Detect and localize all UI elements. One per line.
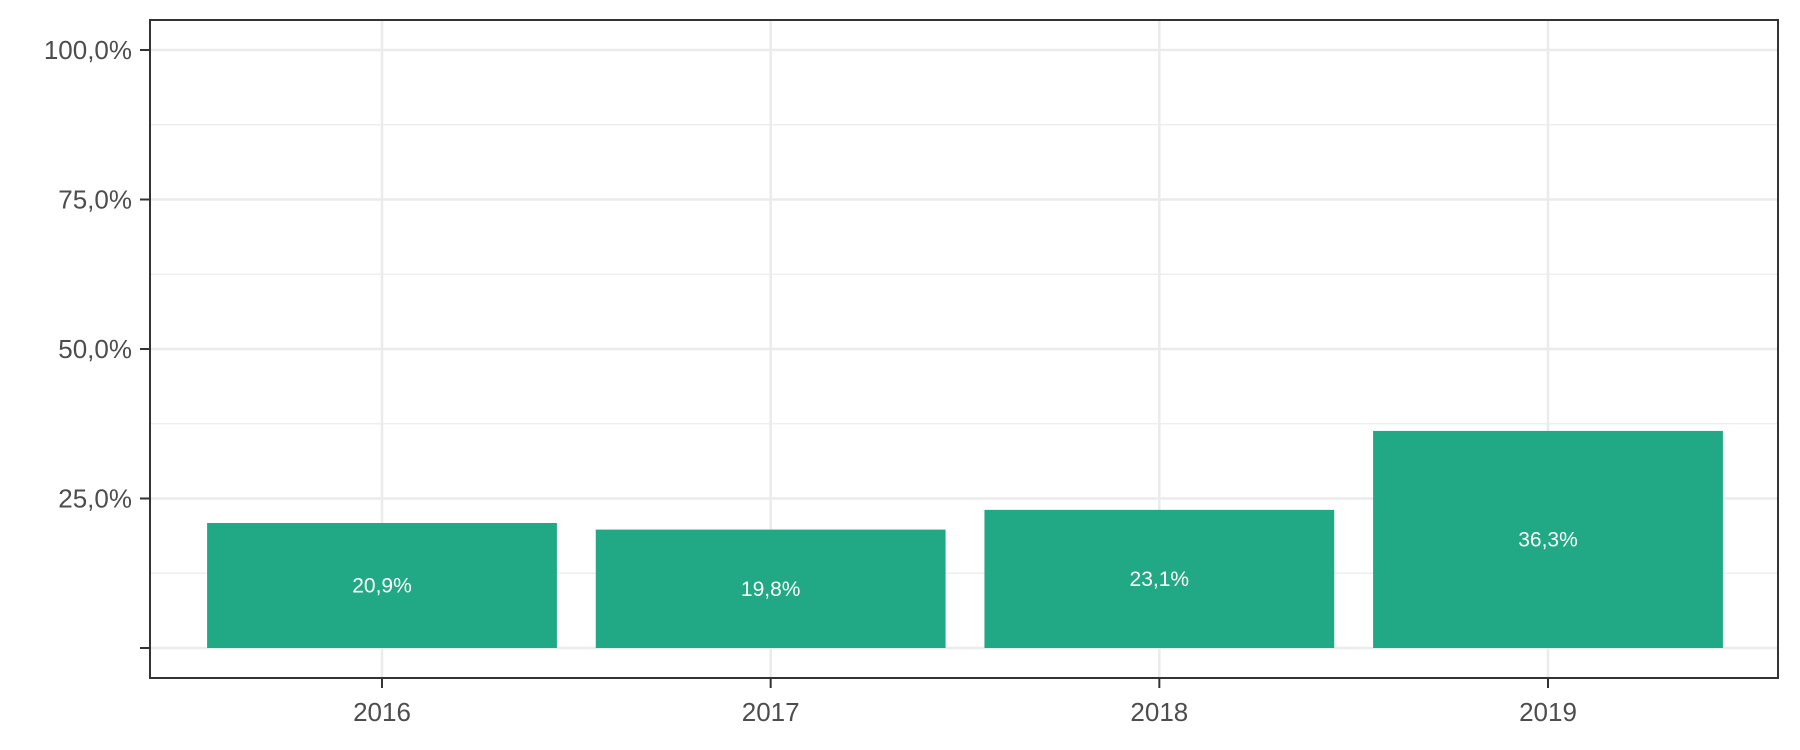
y-tick-label: 25,0% xyxy=(58,484,132,514)
bar-value-label: 36,3% xyxy=(1518,528,1578,551)
bar-value-label: 19,8% xyxy=(741,578,801,601)
y-axis: 25,0% 50,0% 75,0% 100,0% xyxy=(44,35,150,649)
x-tick-label: 2017 xyxy=(742,697,800,727)
y-tick-label: 75,0% xyxy=(58,185,132,215)
y-tick-label: 50,0% xyxy=(58,334,132,364)
bar-2016 xyxy=(207,523,557,648)
x-axis: 2016 2017 2018 2019 xyxy=(353,678,1577,727)
bar-value-label: 23,1% xyxy=(1130,568,1190,591)
bar-2018 xyxy=(984,509,1335,648)
bar-2017 xyxy=(595,529,946,648)
x-tick-label: 2019 xyxy=(1519,697,1577,727)
bars xyxy=(207,430,1723,648)
x-tick-label: 2018 xyxy=(1130,697,1188,727)
bar-value-labels: 20,9% 19,8% 23,1% 36,3% xyxy=(352,528,1578,600)
x-tick-label: 2016 xyxy=(353,697,411,727)
bar-value-label: 20,9% xyxy=(352,575,412,598)
bar-2019 xyxy=(1373,430,1723,648)
y-tick-label: 100,0% xyxy=(44,35,132,65)
